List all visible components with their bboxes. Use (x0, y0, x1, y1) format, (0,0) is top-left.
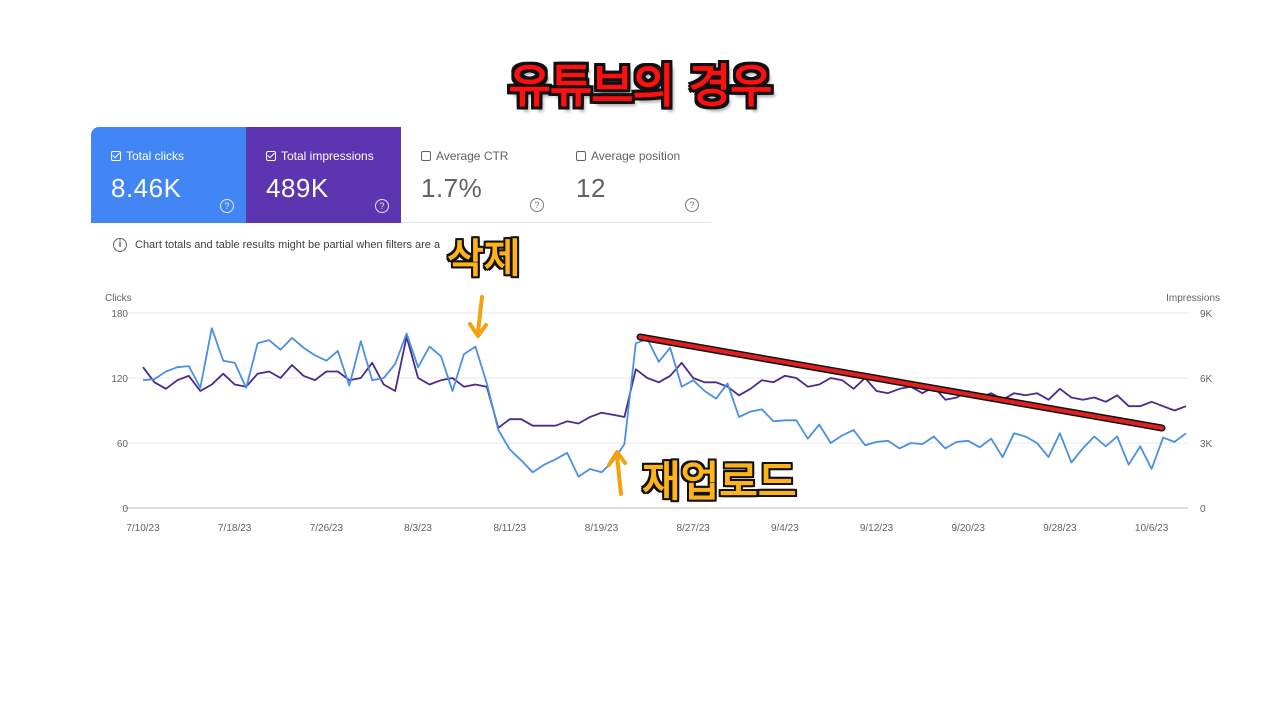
metric-label: Total clicks (126, 149, 185, 163)
notice-text: Chart totals and table results might be … (135, 239, 441, 251)
metric-label-row: Average position (576, 149, 711, 163)
help-icon[interactable]: ? (685, 198, 699, 212)
x-tick-label: 9/12/23 (860, 523, 894, 534)
x-tick-label: 9/4/23 (771, 523, 799, 534)
headline: 유튜브의 경우 (508, 59, 773, 113)
delete-annotation: 삭제 (447, 236, 521, 282)
x-tick-label: 8/19/23 (585, 523, 619, 534)
x-tick-label: 8/27/23 (676, 523, 710, 534)
right-tick-label: 0 (1200, 504, 1206, 515)
right-tick-label: 3K (1200, 439, 1213, 450)
metric-value: 8.46K (111, 173, 182, 203)
x-tick-label: 7/10/23 (126, 523, 160, 534)
left-tick-label: 120 (111, 374, 128, 385)
checkbox-icon[interactable] (111, 151, 121, 161)
metric-label: Average CTR (436, 149, 509, 163)
reupload-annotation: 재업로드 (642, 457, 797, 506)
help-icon[interactable]: ? (220, 199, 234, 213)
x-tick-label: 7/18/23 (218, 523, 252, 534)
metric-card-average-ctr[interactable]: Average CTR 1.7% ? (401, 127, 556, 223)
info-icon: i (113, 238, 127, 252)
metric-card-average-position[interactable]: Average position 12 ? (556, 127, 711, 223)
chart-ticks: 180 9K 120 6K 60 3K 0 0 7/10/23 7/18/23 7/26/23 8/3… (111, 309, 1212, 534)
metric-cards: Total clicks 8.46K ? Total impressions 4… (91, 127, 711, 223)
metric-label-row: Average CTR (421, 149, 556, 163)
metric-value: 489K (266, 173, 329, 203)
metric-value: 12 (576, 173, 606, 203)
chart-grid (125, 312, 1188, 509)
help-icon[interactable]: ? (375, 199, 389, 213)
x-tick-label: 7/26/23 (310, 523, 344, 534)
impressions-series-line (142, 335, 1187, 429)
right-tick-label: 9K (1200, 309, 1213, 320)
x-tick-label: 9/20/23 (952, 523, 986, 534)
checkbox-icon[interactable] (266, 151, 276, 161)
partial-results-notice: i Chart totals and table results might b… (113, 238, 440, 252)
x-tick-label: 10/6/23 (1135, 523, 1169, 534)
x-tick-label: 8/3/23 (404, 523, 432, 534)
left-tick-label: 60 (117, 439, 129, 450)
metric-value: 1.7% (421, 173, 483, 203)
chart-series (142, 327, 1187, 478)
metric-card-total-impressions[interactable]: Total impressions 489K ? (246, 127, 401, 223)
right-axis-label: Impressions (1166, 293, 1220, 304)
metric-label-row: Total impressions (266, 149, 401, 163)
metric-label: Total impressions (281, 149, 374, 163)
up-arrow-icon (607, 450, 627, 496)
metric-label: Average position (591, 149, 681, 163)
clicks-series-line (142, 327, 1187, 478)
down-arrow-icon (468, 295, 488, 338)
trend-line (636, 333, 1166, 432)
help-icon[interactable]: ? (530, 198, 544, 212)
left-tick-label: 0 (122, 504, 128, 515)
x-tick-label: 8/11/23 (493, 523, 526, 534)
checkbox-icon[interactable] (576, 151, 586, 161)
checkbox-icon[interactable] (421, 151, 431, 161)
left-axis-label: Clicks (105, 293, 132, 304)
left-tick-label: 180 (111, 309, 128, 320)
x-tick-label: 9/28/23 (1043, 523, 1077, 534)
metric-card-total-clicks[interactable]: Total clicks 8.46K ? (91, 127, 246, 223)
metric-label-row: Total clicks (111, 149, 246, 163)
right-tick-label: 6K (1200, 374, 1213, 385)
